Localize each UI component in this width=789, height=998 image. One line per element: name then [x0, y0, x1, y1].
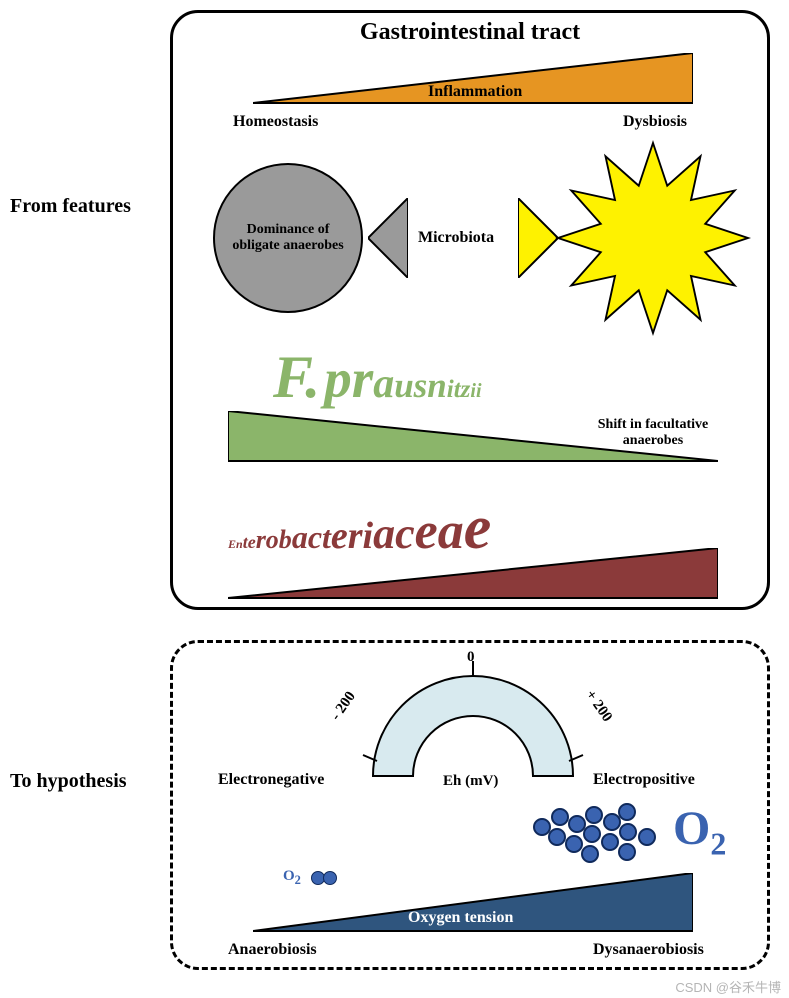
- microbiota-right-triangle: [518, 198, 558, 278]
- dysbiosis-label: Dysbiosis: [623, 113, 687, 131]
- to-hypothesis-label: To hypothesis: [10, 770, 127, 793]
- inflammation-label: Inflammation: [428, 83, 522, 101]
- anaerobiosis-label: Anaerobiosis: [228, 941, 317, 959]
- o2-big-label: O2: [673, 803, 726, 862]
- obligate-anaerobes-text: Dominance of obligate anaerobes: [227, 222, 349, 254]
- f-prausnitzii-text: F. prausnitzii: [273, 343, 482, 412]
- main-title: Gastrointestinal tract: [173, 19, 767, 46]
- f-prausnitzii-triangle: [228, 411, 718, 466]
- homeostasis-label: Homeostasis: [233, 113, 318, 131]
- hypothesis-panel: 0 - 200 + 200 Eh (mV) Electronegative El…: [170, 640, 770, 970]
- electropositive-label: Electropositive: [593, 771, 695, 789]
- enterobacteriaceae-triangle: [228, 548, 718, 603]
- gauge-tick-mid: 0: [467, 649, 475, 666]
- microbiota-label: Microbiota: [418, 229, 494, 247]
- from-features-label: From features: [10, 195, 131, 218]
- electronegative-label: Electronegative: [218, 771, 324, 789]
- dysanaerobiosis-label: Dysanaerobiosis: [593, 941, 704, 959]
- watermark: CSDN @谷禾牛博: [675, 977, 781, 996]
- facultative-starburst: Shift in facultative anaerobes: [558, 143, 748, 333]
- gauge-eh-label: Eh (mV): [443, 773, 498, 790]
- obligate-anaerobes-circle: Dominance of obligate anaerobes: [213, 163, 363, 313]
- eh-gauge: [343, 661, 603, 781]
- microbiota-left-triangle: [368, 198, 408, 278]
- o2-cluster: [523, 803, 673, 873]
- oxygen-tension-label: Oxygen tension: [408, 909, 513, 927]
- main-panel: Gastrointestinal tract Inflammation Home…: [170, 10, 770, 610]
